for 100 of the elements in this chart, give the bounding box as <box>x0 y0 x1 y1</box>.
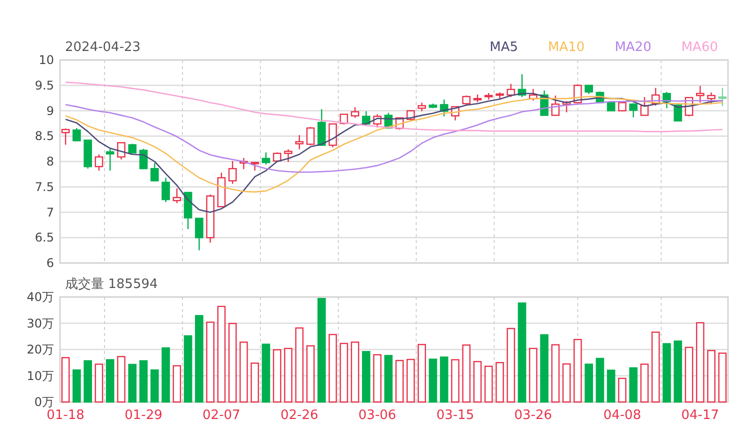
candlestick <box>506 83 516 98</box>
bar <box>574 338 582 403</box>
y-tick-label: 9 <box>46 104 54 118</box>
bar <box>584 364 593 403</box>
bar <box>61 357 70 403</box>
bar <box>228 322 237 403</box>
x-tick-label: 03-06 <box>358 408 396 423</box>
y-tick-label: 0万 <box>34 395 54 409</box>
bar <box>195 315 204 403</box>
bar <box>651 332 660 403</box>
bar <box>451 359 460 403</box>
candlestick <box>350 106 360 118</box>
chart-title: 成交量 185594 <box>65 276 158 292</box>
bar <box>707 350 716 403</box>
y-tick-label: 9.5 <box>34 78 54 92</box>
candlestick <box>707 92 716 105</box>
bar <box>418 344 426 403</box>
y-tick-label: 10 <box>38 53 54 67</box>
y-tick-label: 30万 <box>26 316 54 330</box>
candlestick <box>629 102 638 118</box>
bar <box>596 358 604 403</box>
bar <box>162 347 170 403</box>
candlestick <box>195 218 204 251</box>
bar <box>84 360 92 403</box>
candlestick <box>106 148 114 172</box>
bar <box>540 334 548 403</box>
bar <box>262 344 270 403</box>
text: MA10 <box>548 40 585 55</box>
line-series <box>64 96 724 193</box>
bar <box>395 360 404 403</box>
bar <box>551 344 560 403</box>
candlestick <box>284 148 292 163</box>
bar <box>506 328 516 403</box>
bar <box>172 365 182 403</box>
bar <box>306 345 315 403</box>
bar <box>406 358 415 403</box>
candlestick <box>162 177 170 203</box>
bar <box>618 378 626 403</box>
x-tick-label: 02-26 <box>280 408 318 423</box>
bar <box>696 322 704 403</box>
candlestick <box>262 152 270 166</box>
bar <box>640 364 649 403</box>
line-series <box>64 82 724 132</box>
y-tick-label: 20万 <box>26 342 54 356</box>
bar <box>106 359 114 403</box>
candlestick <box>172 188 182 204</box>
bar <box>428 358 438 403</box>
bar <box>518 302 526 403</box>
candlestick <box>306 126 315 146</box>
bar <box>529 348 538 403</box>
candlestick <box>117 142 126 160</box>
bar <box>284 348 292 403</box>
y-tick-label: 7 <box>46 205 54 220</box>
bar <box>496 362 504 403</box>
bar <box>295 327 304 403</box>
candlestick <box>462 94 471 106</box>
bar <box>373 354 382 403</box>
bar <box>718 352 727 403</box>
y-tick-label: 8.5 <box>34 129 54 144</box>
bar <box>384 354 393 403</box>
candlestick <box>328 123 337 148</box>
bar <box>473 360 482 403</box>
y-tick-label: 6 <box>46 256 54 270</box>
bar <box>562 363 571 403</box>
y-tick-label: 10万 <box>26 368 54 383</box>
candlestick <box>72 127 81 142</box>
bar <box>340 342 348 403</box>
bar <box>629 367 638 403</box>
bar <box>317 298 326 403</box>
bar <box>606 370 616 403</box>
candlestick <box>228 160 237 184</box>
bar <box>684 346 694 403</box>
text: MA5 <box>490 40 518 55</box>
y-tick-label: 6.5 <box>34 230 54 245</box>
candlestick <box>718 87 727 107</box>
bar <box>440 356 448 403</box>
candlestick <box>362 110 370 126</box>
x-tick-label: 04-08 <box>603 408 642 423</box>
candlestick <box>94 154 104 172</box>
bar <box>328 334 337 403</box>
bar <box>362 351 370 403</box>
bar <box>350 342 360 403</box>
text: MA60 <box>681 40 718 55</box>
bar <box>128 364 137 403</box>
x-tick-label: 01-29 <box>124 408 162 423</box>
bar <box>150 369 159 403</box>
x-tick-label: 03-26 <box>514 408 552 423</box>
chart-title: 2024-04-23 <box>65 40 141 55</box>
bar <box>217 306 226 403</box>
bar <box>206 322 214 403</box>
candlestick <box>317 108 326 146</box>
x-tick-label: 04-17 <box>681 408 720 423</box>
bar <box>272 349 282 403</box>
x-tick-label: 01-18 <box>46 408 84 423</box>
candlestick <box>128 143 137 154</box>
bar <box>139 360 148 403</box>
y-tick-label: 40万 <box>26 290 54 304</box>
bar <box>94 364 104 403</box>
candlestick <box>61 128 70 146</box>
x-tick-label: 02-07 <box>202 408 240 423</box>
